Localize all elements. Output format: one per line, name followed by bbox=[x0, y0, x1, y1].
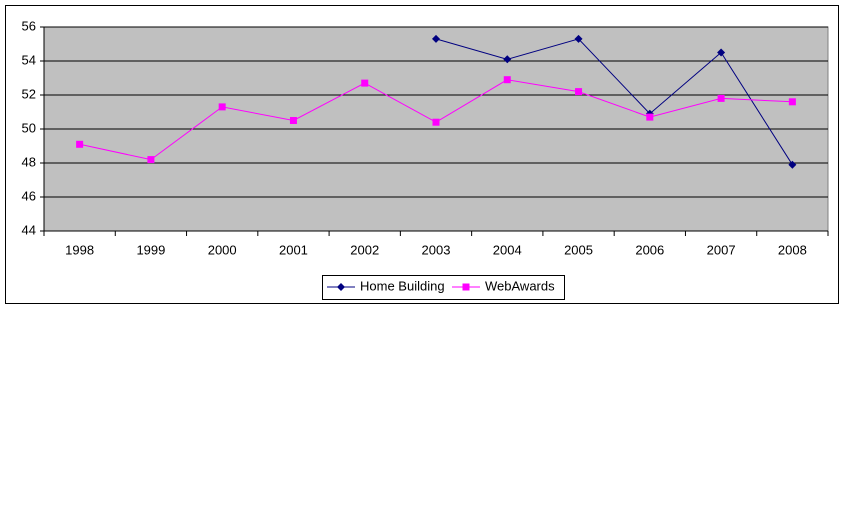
data-point bbox=[717, 48, 726, 57]
data-point bbox=[503, 76, 511, 84]
x-tick-label: 1998 bbox=[65, 242, 94, 257]
y-tick-label: 56 bbox=[22, 18, 36, 33]
x-tick-label: 2004 bbox=[493, 242, 522, 257]
x-tick-label: 2002 bbox=[350, 242, 379, 257]
x-tick-label: 2003 bbox=[422, 242, 451, 257]
data-point bbox=[717, 94, 725, 102]
legend-marker bbox=[462, 283, 470, 291]
y-tick-label: 50 bbox=[22, 120, 36, 135]
y-tick-label: 44 bbox=[22, 222, 36, 237]
data-point bbox=[503, 55, 512, 64]
y-tick-label: 48 bbox=[22, 154, 36, 169]
data-point bbox=[147, 156, 155, 164]
data-point bbox=[788, 98, 796, 106]
data-point bbox=[289, 117, 297, 124]
data-point bbox=[76, 140, 84, 148]
legend-marker bbox=[337, 283, 345, 291]
legend-box bbox=[322, 275, 565, 300]
legend: Home Building WebAwards bbox=[322, 275, 565, 300]
legend-label: Home Building bbox=[360, 278, 445, 293]
data-point bbox=[574, 34, 583, 43]
data-point bbox=[646, 113, 654, 121]
legend-label: WebAwards bbox=[485, 278, 555, 293]
data-point bbox=[361, 79, 369, 87]
x-tick-label: 2000 bbox=[208, 242, 237, 257]
data-point bbox=[432, 118, 440, 126]
y-tick-label: 46 bbox=[22, 188, 36, 203]
x-tick-label: 2007 bbox=[707, 242, 736, 257]
data-point bbox=[432, 34, 440, 43]
data-point bbox=[788, 160, 797, 169]
x-tick-label: 2006 bbox=[635, 242, 664, 257]
series-line bbox=[435, 38, 793, 165]
data-point bbox=[575, 88, 583, 96]
y-tick-label: 52 bbox=[22, 86, 36, 101]
x-tick-label: 2008 bbox=[778, 242, 807, 257]
x-tick-label: 1999 bbox=[136, 242, 165, 257]
x-tick-label: 2001 bbox=[279, 242, 308, 257]
x-tick-label: 2005 bbox=[564, 242, 593, 257]
y-tick-label: 54 bbox=[22, 52, 36, 67]
data-point bbox=[218, 103, 226, 111]
